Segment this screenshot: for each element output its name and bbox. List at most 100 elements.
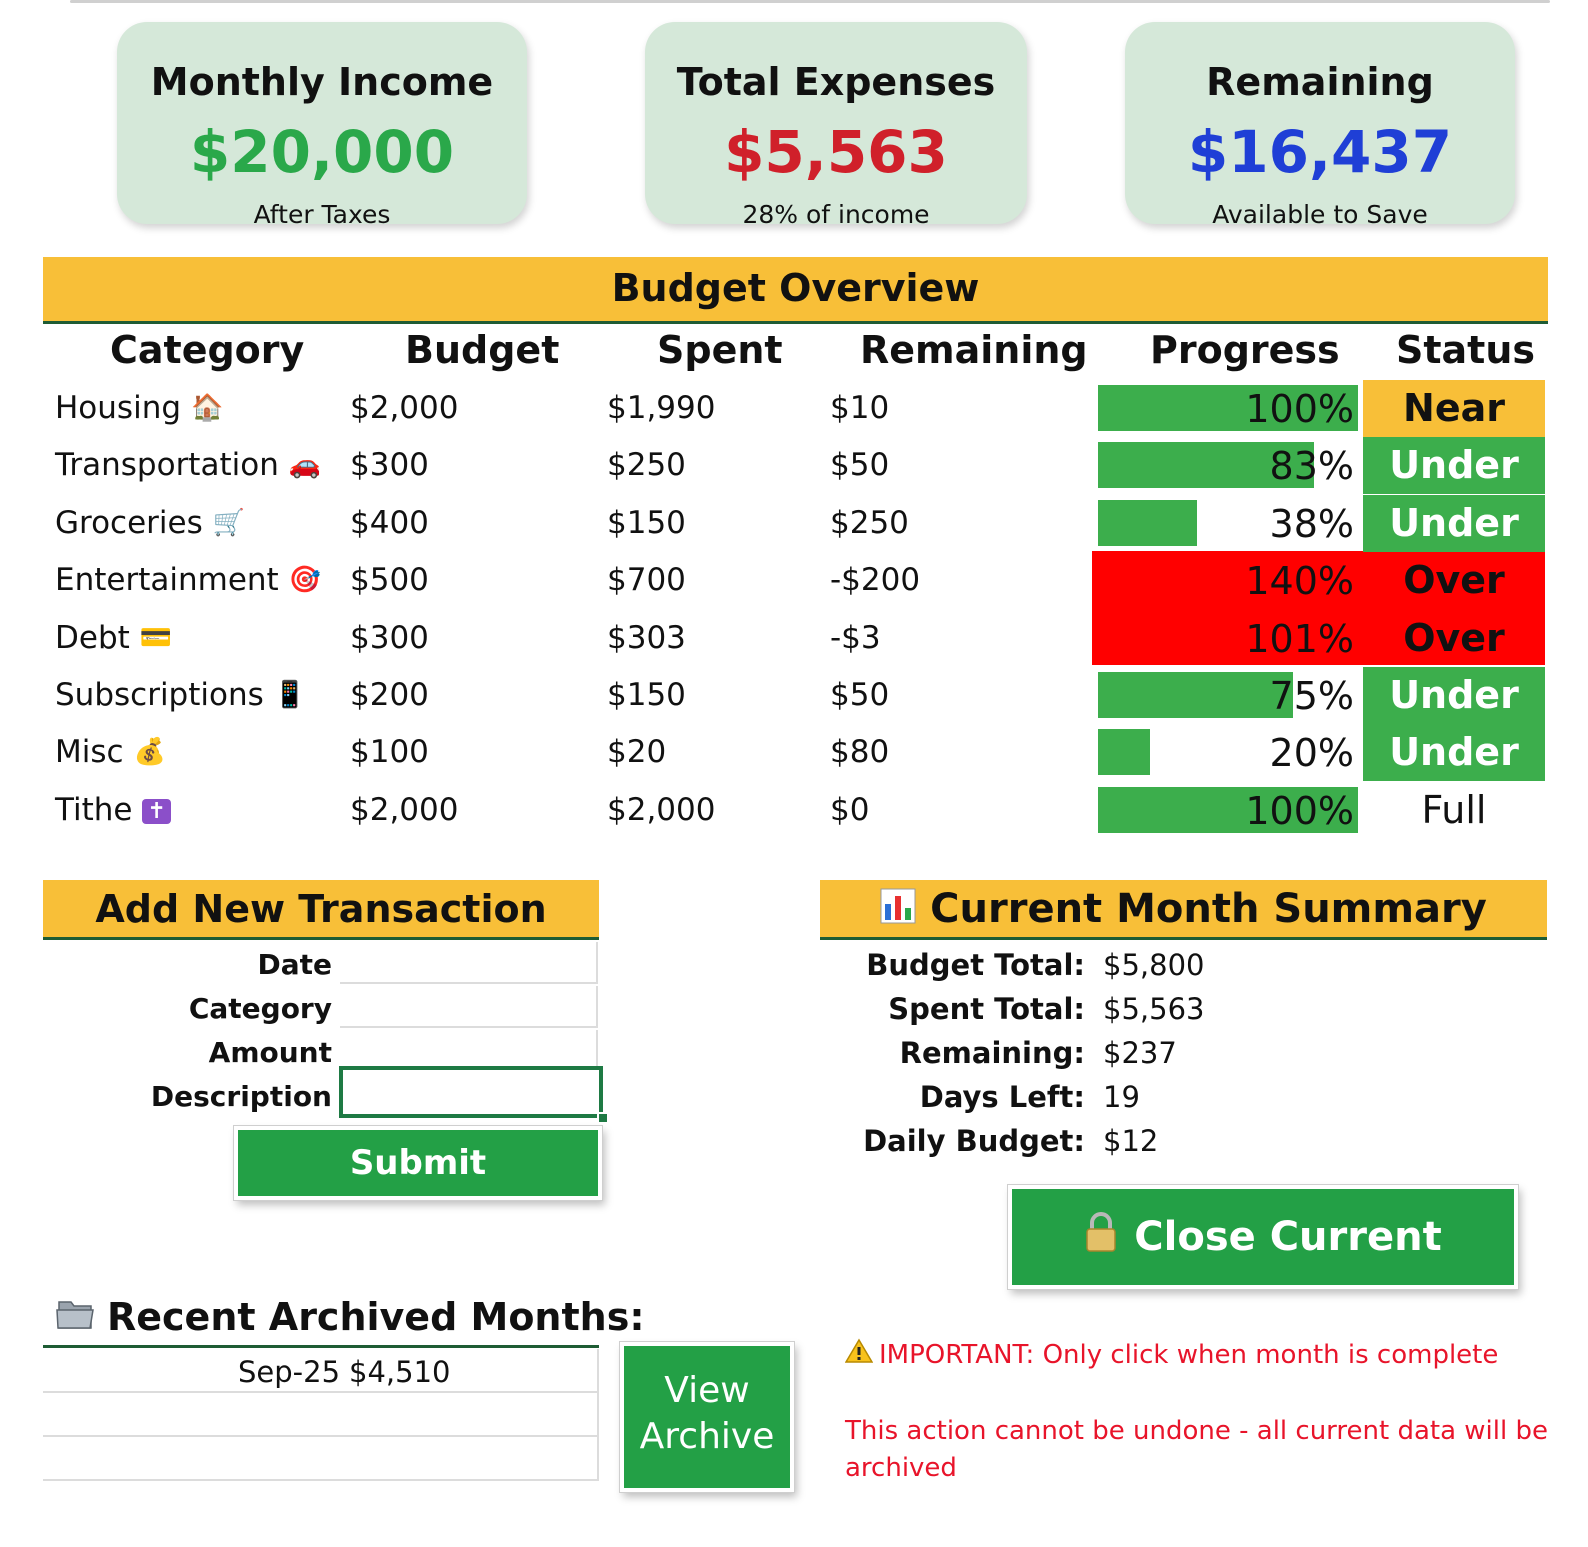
table-row: Housing 🏠 $2,000 $1,990 $10 100% Near bbox=[0, 380, 1588, 437]
category-field[interactable] bbox=[340, 986, 598, 1028]
over-budget-highlight bbox=[1092, 551, 1545, 665]
days-left-value: 19 bbox=[1103, 1080, 1140, 1114]
progress-bar: 75% bbox=[1098, 672, 1358, 718]
cell-fill-handle[interactable] bbox=[597, 1112, 609, 1124]
date-field[interactable] bbox=[340, 942, 598, 984]
column-header-progress: Progress bbox=[1150, 328, 1340, 372]
spent-cell: $20 bbox=[607, 734, 667, 771]
archive-row[interactable] bbox=[43, 1437, 599, 1481]
income-value: $20,000 bbox=[189, 118, 455, 186]
expenses-value: $5,563 bbox=[724, 118, 948, 186]
progress-bar: 38% bbox=[1098, 499, 1358, 546]
card-subtitle: Available to Save bbox=[1212, 200, 1428, 229]
status-badge: Under bbox=[1363, 667, 1545, 724]
column-header-spent: Spent bbox=[657, 328, 783, 372]
table-row: Misc 💰 $100 $20 $80 20% Under bbox=[0, 724, 1588, 782]
progress-bar: 100% bbox=[1098, 786, 1358, 833]
archive-amount: $4,510 bbox=[349, 1355, 451, 1389]
table-row: Tithe ✝ $2,000 $2,000 $0 100% Full bbox=[0, 782, 1588, 839]
progress-percent: 101% bbox=[1245, 616, 1354, 661]
view-archive-button[interactable]: View Archive bbox=[620, 1342, 794, 1492]
remaining-card: Remaining $16,437 Available to Save bbox=[1125, 22, 1515, 229]
table-row: Debt 💳 $300 $303 -$3 101% Over bbox=[0, 610, 1588, 667]
category-cell: Tithe ✝ bbox=[55, 792, 171, 828]
category-cell: Debt 💳 bbox=[55, 620, 172, 656]
important-text: IMPORTANT: Only click when month is comp… bbox=[879, 1340, 1499, 1370]
progress-bar: 100% bbox=[1098, 385, 1358, 431]
submit-transaction-button[interactable]: Submit Transaction bbox=[234, 1126, 602, 1249]
progress-fill bbox=[1098, 442, 1314, 489]
card-title: Total Expenses bbox=[676, 60, 996, 104]
progress-percent: 83% bbox=[1269, 444, 1354, 489]
undo-warning-line1: This action cannot be undone - all curre… bbox=[845, 1416, 1548, 1446]
close-month-label: Close Current Month bbox=[1134, 1214, 1442, 1358]
column-header-budget: Budget bbox=[405, 328, 560, 372]
remaining-value: $16,437 bbox=[1187, 118, 1453, 186]
important-warning: IMPORTANT: Only click when month is comp… bbox=[844, 1338, 1499, 1371]
remaining-cell: -$200 bbox=[830, 562, 921, 599]
progress-fill bbox=[1098, 786, 1358, 833]
budget-cell: $200 bbox=[350, 677, 429, 713]
credit-card-icon: 💳 bbox=[139, 622, 173, 653]
description-field[interactable] bbox=[339, 1066, 609, 1124]
status-badge: Under bbox=[1363, 494, 1545, 552]
progress-percent: 100% bbox=[1245, 788, 1354, 833]
folder-icon bbox=[55, 1296, 97, 1341]
spent-cell: $150 bbox=[607, 504, 686, 541]
status-badge: Under bbox=[1363, 437, 1545, 495]
money-bag-icon: 💰 bbox=[133, 737, 166, 768]
category-label: Debt bbox=[55, 619, 130, 656]
spent-total-label: Spent Total: bbox=[888, 992, 1085, 1026]
spent-total-value: $5,563 bbox=[1103, 992, 1205, 1026]
budget-cell: $300 bbox=[350, 619, 429, 656]
phone-icon: 📱 bbox=[273, 680, 307, 710]
spent-cell: $250 bbox=[607, 447, 686, 484]
column-header-remaining: Remaining bbox=[860, 328, 1088, 372]
progress-fill bbox=[1098, 385, 1358, 431]
top-divider bbox=[70, 0, 1550, 3]
status-badge: Near bbox=[1363, 380, 1545, 437]
archive-month: Sep-25 bbox=[238, 1355, 341, 1389]
description-label: Description bbox=[150, 1080, 332, 1113]
spent-cell: $2,000 bbox=[607, 791, 716, 828]
spent-cell: $700 bbox=[607, 562, 686, 599]
house-icon: 🏠 bbox=[191, 393, 224, 423]
category-label: Entertainment bbox=[55, 562, 279, 599]
category-cell: Housing 🏠 bbox=[55, 390, 223, 426]
table-row: Entertainment 🎯 $500 $700 -$200 140% Over bbox=[0, 552, 1588, 609]
budget-total-value: $5,800 bbox=[1103, 948, 1205, 982]
status-badge: Over bbox=[1403, 615, 1505, 660]
close-current-month-button[interactable]: Close Current Month bbox=[1008, 1185, 1518, 1358]
summary-title: Current Month Summary bbox=[930, 886, 1487, 932]
progress-bar: 83% bbox=[1098, 442, 1358, 489]
category-label: Category bbox=[188, 992, 332, 1025]
table-row: Groceries 🛒 $400 $150 $250 38% Under bbox=[0, 494, 1588, 552]
cross-icon: ✝ bbox=[142, 798, 171, 824]
budget-cell: $2,000 bbox=[350, 390, 459, 426]
add-transaction-header: Add New Transaction bbox=[43, 880, 599, 940]
current-month-summary-header: Current Month Summary bbox=[820, 880, 1547, 940]
status-badge: Over bbox=[1403, 558, 1505, 603]
card-title: Monthly Income bbox=[150, 60, 494, 104]
progress-bar: 140% bbox=[1098, 557, 1358, 603]
progress-bar: 20% bbox=[1098, 729, 1358, 776]
progress-percent: 38% bbox=[1269, 501, 1354, 546]
category-cell: Misc 💰 bbox=[55, 734, 166, 770]
date-label: Date bbox=[257, 948, 332, 981]
summary-remaining-label: Remaining: bbox=[899, 1036, 1085, 1070]
budget-cell: $100 bbox=[350, 734, 429, 771]
category-cell: Groceries 🛒 bbox=[55, 505, 245, 541]
column-header-category: Category bbox=[110, 328, 305, 372]
view-archive-label-line1: View bbox=[664, 1370, 750, 1411]
card-title: Remaining bbox=[1206, 60, 1434, 104]
budget-cell: $2,000 bbox=[350, 791, 459, 828]
remaining-cell: $250 bbox=[830, 504, 909, 541]
archive-row[interactable] bbox=[43, 1393, 599, 1437]
spent-cell: $150 bbox=[607, 677, 686, 713]
category-cell: Subscriptions 📱 bbox=[55, 677, 306, 713]
budget-overview-header: Budget Overview bbox=[43, 257, 1548, 324]
status-badge: Full bbox=[1421, 787, 1487, 832]
archive-row[interactable]: Sep-25 $4,510 bbox=[43, 1349, 599, 1393]
budget-cell: $400 bbox=[350, 504, 429, 541]
remaining-cell: $50 bbox=[830, 447, 890, 484]
